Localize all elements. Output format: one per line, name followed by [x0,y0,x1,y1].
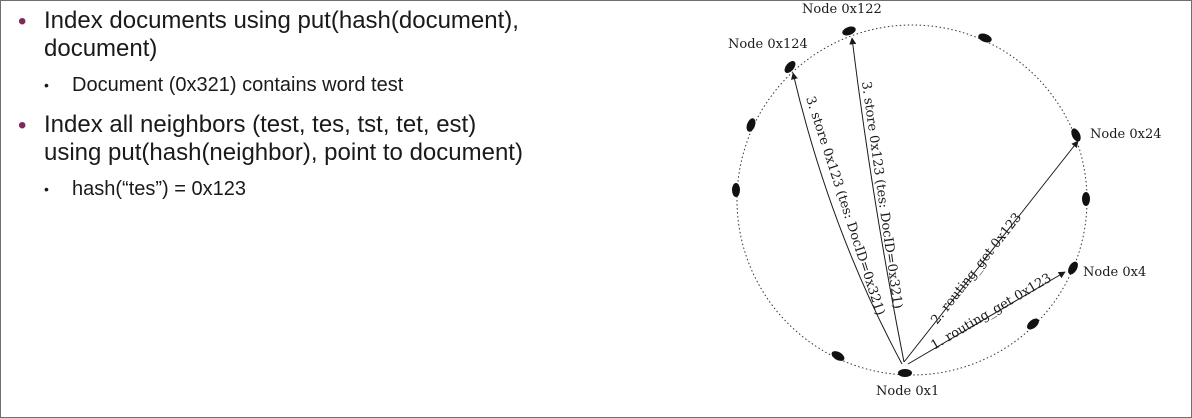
node-marker [1027,318,1039,330]
arrow-routing-get-1 [907,271,1066,365]
node-marker [978,33,992,43]
edge-label-routing-get-2: 2. routing_get 0x123 [928,210,1025,327]
node-marker [732,183,740,197]
node-marker-0x1 [898,369,912,377]
bullet-dot-icon: • [18,8,27,35]
node-marker [831,351,845,361]
node-label-0x122: Node 0x122 [802,2,882,17]
bullet-text: Index all neighbors (test, tes, tst, tet… [44,111,523,166]
sub-bullet-dot-icon: • [44,181,49,197]
node-marker-0x122 [842,26,856,36]
node-label-0x4: Node 0x4 [1083,265,1146,280]
node-label-0x24: Node 0x24 [1090,127,1162,142]
bullet-dot-icon: • [18,112,27,139]
node-label-0x124: Node 0x124 [728,37,808,52]
arrow-routing-get-2 [903,140,1079,363]
node-marker-0x24 [1071,128,1081,142]
bullet-level2: • hash(“tes”) = 0x123 [18,177,538,201]
sub-bullet-text: hash(“tes”) = 0x123 [72,178,246,200]
bullet-level1: • Index documents using put(hash(documen… [18,7,538,63]
sub-bullet-text: Document (0x321) contains word test [72,74,404,96]
bullet-level2: • Document (0x321) contains word test [18,73,538,97]
bullet-level1: • Index all neighbors (test, tes, tst, t… [18,111,538,167]
arrow-store-0x122 [849,37,905,363]
sub-bullet-dot-icon: • [44,77,49,93]
node-label-0x1: Node 0x1 [876,384,939,399]
arrow-store-0x124 [791,72,903,365]
node-marker-0x124 [784,61,796,73]
bullet-text: Index documents using put(hash(document)… [44,7,519,62]
chord-ring-diagram: Node 0x122 Node 0x124 Node 0x24 Node 0x4… [728,2,1162,399]
node-marker-0x4 [1068,261,1078,275]
bullet-list: • Index documents using put(hash(documen… [18,7,538,215]
node-marker [746,118,756,132]
node-marker [1082,192,1090,206]
